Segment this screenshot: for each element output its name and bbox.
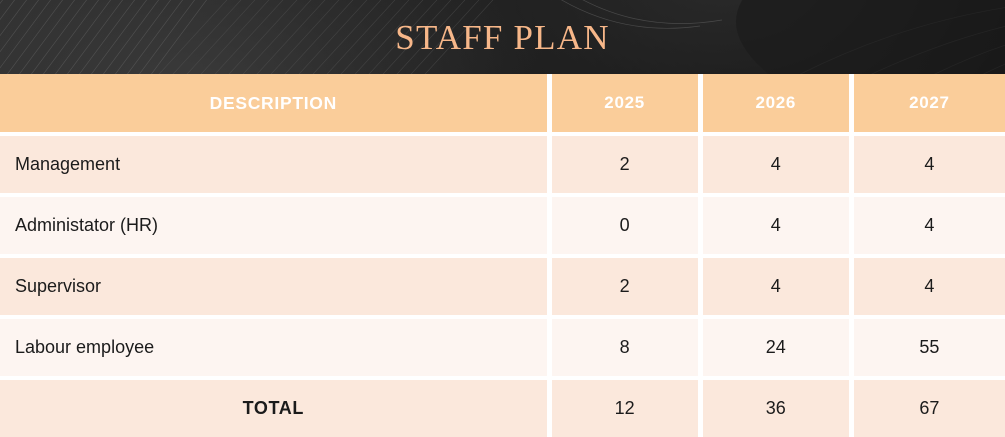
cell-administrator-hr-2025: 0 — [551, 197, 703, 258]
cell-supervisor-2027: 4 — [853, 258, 1005, 319]
table-header-row: DESCRIPTION 2025 2026 2027 — [0, 74, 1005, 136]
cell-labour-employee-2025: 8 — [551, 319, 703, 380]
cell-management-2025: 2 — [551, 136, 703, 197]
cell-total-2027: 67 — [853, 380, 1005, 437]
column-header-2027: 2027 — [853, 74, 1005, 136]
cell-total-2025: 12 — [551, 380, 703, 437]
cell-management-2026: 4 — [702, 136, 854, 197]
banner-line-texture-icon — [0, 0, 1005, 74]
column-header-description: DESCRIPTION — [0, 74, 552, 136]
row-label-supervisor: Supervisor — [0, 258, 552, 319]
table-row: Management 2 4 4 — [0, 136, 1005, 197]
staff-plan-table: DESCRIPTION 2025 2026 2027 Management 2 … — [0, 74, 1005, 437]
column-header-2025: 2025 — [551, 74, 703, 136]
cell-management-2027: 4 — [853, 136, 1005, 197]
table-total-row: TOTAL 12 36 67 — [0, 380, 1005, 437]
cell-supervisor-2026: 4 — [702, 258, 854, 319]
cell-labour-employee-2027: 55 — [853, 319, 1005, 380]
table-row: Labour employee 8 24 55 — [0, 319, 1005, 380]
column-header-2026: 2026 — [702, 74, 854, 136]
cell-total-2026: 36 — [702, 380, 854, 437]
table-row: Supervisor 2 4 4 — [0, 258, 1005, 319]
slide-banner-background — [0, 0, 1005, 74]
page-title: STAFF PLAN — [395, 18, 610, 57]
row-label-administrator-hr: Administator (HR) — [0, 197, 552, 258]
row-label-labour-employee: Labour employee — [0, 319, 552, 380]
cell-administrator-hr-2027: 4 — [853, 197, 1005, 258]
cell-administrator-hr-2026: 4 — [702, 197, 854, 258]
row-label-total: TOTAL — [0, 380, 552, 437]
table-row: Administator (HR) 0 4 4 — [0, 197, 1005, 258]
cell-labour-employee-2026: 24 — [702, 319, 854, 380]
cell-supervisor-2025: 2 — [551, 258, 703, 319]
row-label-management: Management — [0, 136, 552, 197]
